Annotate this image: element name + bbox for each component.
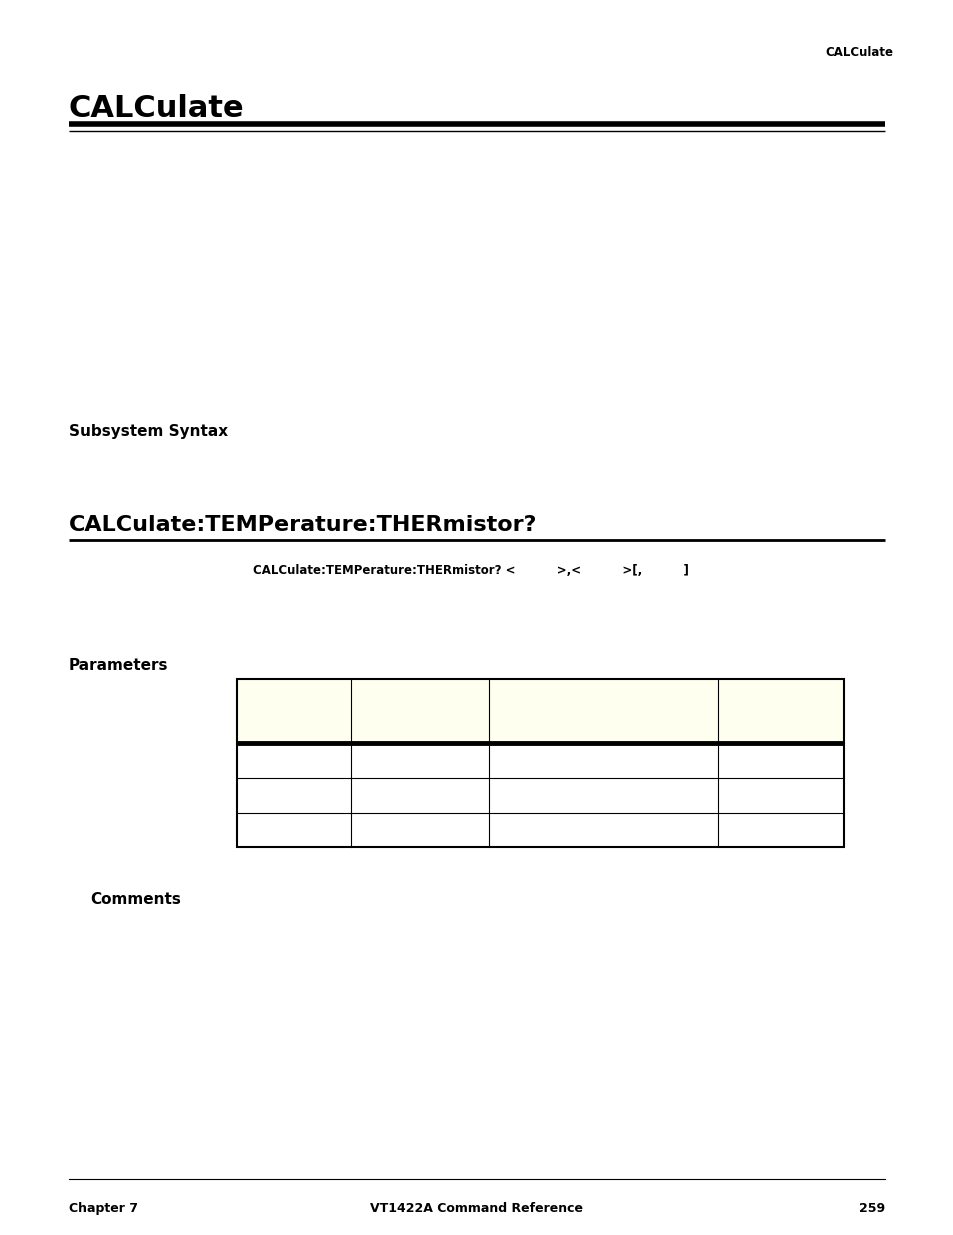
- Text: Comments: Comments: [91, 892, 181, 906]
- Text: Chapter 7: Chapter 7: [69, 1202, 137, 1215]
- Text: CALCulate: CALCulate: [69, 94, 244, 122]
- Bar: [236, 679, 843, 847]
- Text: CALCulate:TEMPerature:THERmistor?: CALCulate:TEMPerature:THERmistor?: [69, 515, 537, 535]
- Text: CALCulate:TEMPerature:THERmistor? <          >,<          >[,          ]: CALCulate:TEMPerature:THERmistor? < >,< …: [253, 564, 688, 578]
- Bar: [236, 679, 843, 743]
- Text: CALCulate: CALCulate: [824, 47, 892, 59]
- Text: Parameters: Parameters: [69, 658, 168, 673]
- Text: 259: 259: [859, 1202, 884, 1215]
- Text: VT1422A Command Reference: VT1422A Command Reference: [370, 1202, 583, 1215]
- Text: Subsystem Syntax: Subsystem Syntax: [69, 424, 228, 438]
